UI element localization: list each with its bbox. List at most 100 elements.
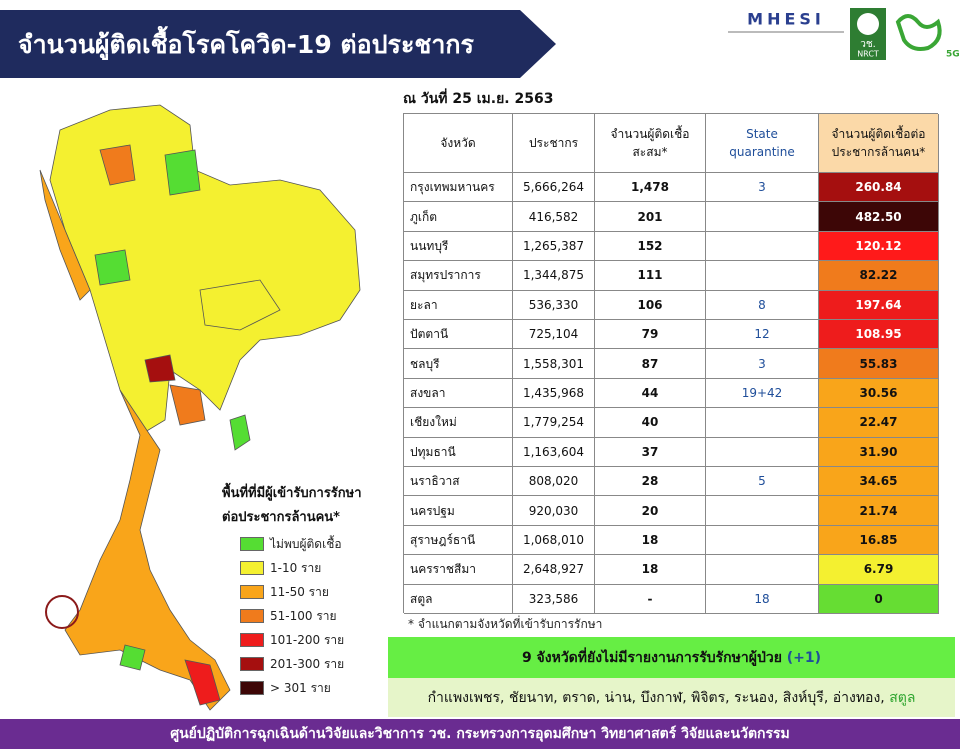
table-cell: 40 — [595, 408, 706, 438]
banner-title: 9 จังหวัดที่ยังไม่มีรายงานการรับรักษาผู้… — [521, 649, 782, 666]
table-cell: 21.74 — [819, 496, 939, 526]
table-cell: 120.12 — [819, 231, 939, 262]
table-cell: 19+42 — [706, 378, 819, 409]
table-cell: 87 — [595, 349, 706, 379]
province: ปทุมธานี — [404, 437, 513, 467]
table-header: จำนวนผู้ติดเชื้อต่อประชากรล้านคน* — [819, 114, 939, 173]
table-cell — [706, 261, 819, 291]
legend-label: 51-100 ราย — [270, 609, 337, 623]
map-west — [39, 169, 91, 301]
legend-label: 101-200 ราย — [270, 633, 345, 647]
table-header: State quarantine — [706, 114, 819, 173]
legend-swatch — [240, 609, 264, 623]
date: ณ วันที่ 25 เม.ย. 2563 — [403, 91, 554, 107]
province: ภูเก็ต — [404, 202, 513, 232]
table-cell: 6.79 — [819, 555, 939, 585]
table-cell — [706, 437, 819, 467]
legend-swatch — [240, 561, 264, 575]
map-province — [119, 644, 146, 671]
map — [39, 104, 361, 711]
table-cell: 55.83 — [819, 349, 939, 379]
table-cell: 18 — [706, 584, 819, 614]
province: กรุงเทพมหานคร — [404, 173, 513, 203]
table-cell: 1,068,010 — [513, 525, 595, 556]
legend-title: ต่อประชากรล้านคน* — [222, 510, 340, 525]
footer: ศูนย์ปฏิบัติการฉุกเฉินด้านวิจัยและวิชากา… — [0, 719, 960, 749]
header-title: จำนวนผู้ติดเชื้อโรคโควิด-19 ต่อประชากร — [18, 25, 475, 61]
logo-box — [728, 8, 844, 28]
table-cell: 82.22 — [819, 261, 939, 291]
table-cell: 18 — [595, 555, 706, 585]
table-cell: 0 — [819, 584, 939, 614]
table-cell: 18 — [595, 525, 706, 556]
table-cell: 2,648,927 — [513, 555, 595, 585]
table-cell — [706, 231, 819, 262]
table-cell: 1,265,387 — [513, 231, 595, 262]
map-province — [99, 144, 136, 186]
legend-title: พื้นที่ที่มีผู้เข้ารับการรักษา — [222, 486, 362, 501]
legend-swatch — [240, 537, 264, 551]
banner-title-box: 9 จังหวัดที่ยังไม่มีรายงานการรับรักษาผู้… — [388, 637, 955, 678]
table-cell: 108.95 — [819, 320, 939, 350]
table-cell: 37 — [595, 437, 706, 467]
legend-swatch — [240, 657, 264, 671]
table-cell: 482.50 — [819, 202, 939, 232]
table-cell: 725,104 — [513, 320, 595, 350]
table-cell: 536,330 — [513, 290, 595, 320]
table-cell: 111 — [595, 261, 706, 291]
map-highlight — [45, 595, 79, 629]
table-cell: 16.85 — [819, 525, 939, 556]
province: สตูล — [404, 584, 513, 614]
table-cell: 34.65 — [819, 467, 939, 497]
logo-nrct-top: วช. — [860, 39, 876, 50]
table-cell: 1,558,301 — [513, 349, 595, 379]
province: นครราชสีมา — [404, 555, 513, 585]
header-banner — [0, 10, 556, 78]
table-cell: 920,030 — [513, 496, 595, 526]
table-cell: 3 — [706, 349, 819, 379]
legend-label: ไม่พบผู้ติดเชื้อ — [270, 537, 342, 551]
province: นราธิวาส — [404, 467, 513, 497]
map-province — [229, 414, 251, 451]
province: ชลบุรี — [404, 349, 513, 379]
footnote: * จำแนกตามจังหวัดที่เข้ารับการรักษา — [408, 617, 603, 631]
table-cell: 260.84 — [819, 173, 939, 203]
table-header: จำนวนผู้ติดเชื้อสะสม* — [595, 114, 706, 173]
table-cell: 12 — [706, 320, 819, 350]
nrct-emblem — [857, 13, 879, 35]
table-cell — [706, 408, 819, 438]
province: ยะลา — [404, 290, 513, 320]
legend-label: > 301 ราย — [270, 681, 331, 695]
table-cell: 5 — [706, 467, 819, 497]
map-province — [94, 249, 131, 286]
table-cell: 152 — [595, 231, 706, 262]
legend: พื้นที่ที่มีผู้เข้ารับการรักษาต่อประชากร… — [222, 482, 382, 707]
table-header: จังหวัด — [404, 114, 513, 173]
table-cell: 79 — [595, 320, 706, 350]
legend-label: 1-10 ราย — [270, 561, 322, 575]
table-cell: 416,582 — [513, 202, 595, 232]
table-cell — [706, 525, 819, 556]
logo-5g-mark — [895, 14, 942, 51]
map-province — [184, 659, 221, 706]
table-cell — [706, 202, 819, 232]
table-cell: 30.56 — [819, 378, 939, 409]
banner-provinces-new: สตูล — [889, 689, 916, 706]
banner-provinces-box: กำแพงเพชร, ชัยนาท, ตราด, น่าน, บึงกาฬ, พ… — [388, 678, 955, 717]
map-province — [169, 384, 206, 426]
table-cell: 5,666,264 — [513, 173, 595, 203]
table-cell: 31.90 — [819, 437, 939, 467]
logo-nrct-bottom: NRCT — [857, 50, 879, 59]
table-cell: 1,435,968 — [513, 378, 595, 409]
legend-swatch — [240, 681, 264, 695]
map-province — [144, 354, 176, 383]
legend-label: 11-50 ราย — [270, 585, 329, 599]
legend-swatch — [240, 585, 264, 599]
table-cell: 3 — [706, 173, 819, 203]
table-cell: 22.47 — [819, 408, 939, 438]
legend-swatch — [240, 633, 264, 647]
header: จำนวนผู้ติดเชื้อโรคโควิด-19 ต่อประชากร M… — [0, 8, 960, 78]
table-header: ประชากร — [513, 114, 595, 173]
table-cell: 28 — [595, 467, 706, 497]
table-cell — [706, 496, 819, 526]
